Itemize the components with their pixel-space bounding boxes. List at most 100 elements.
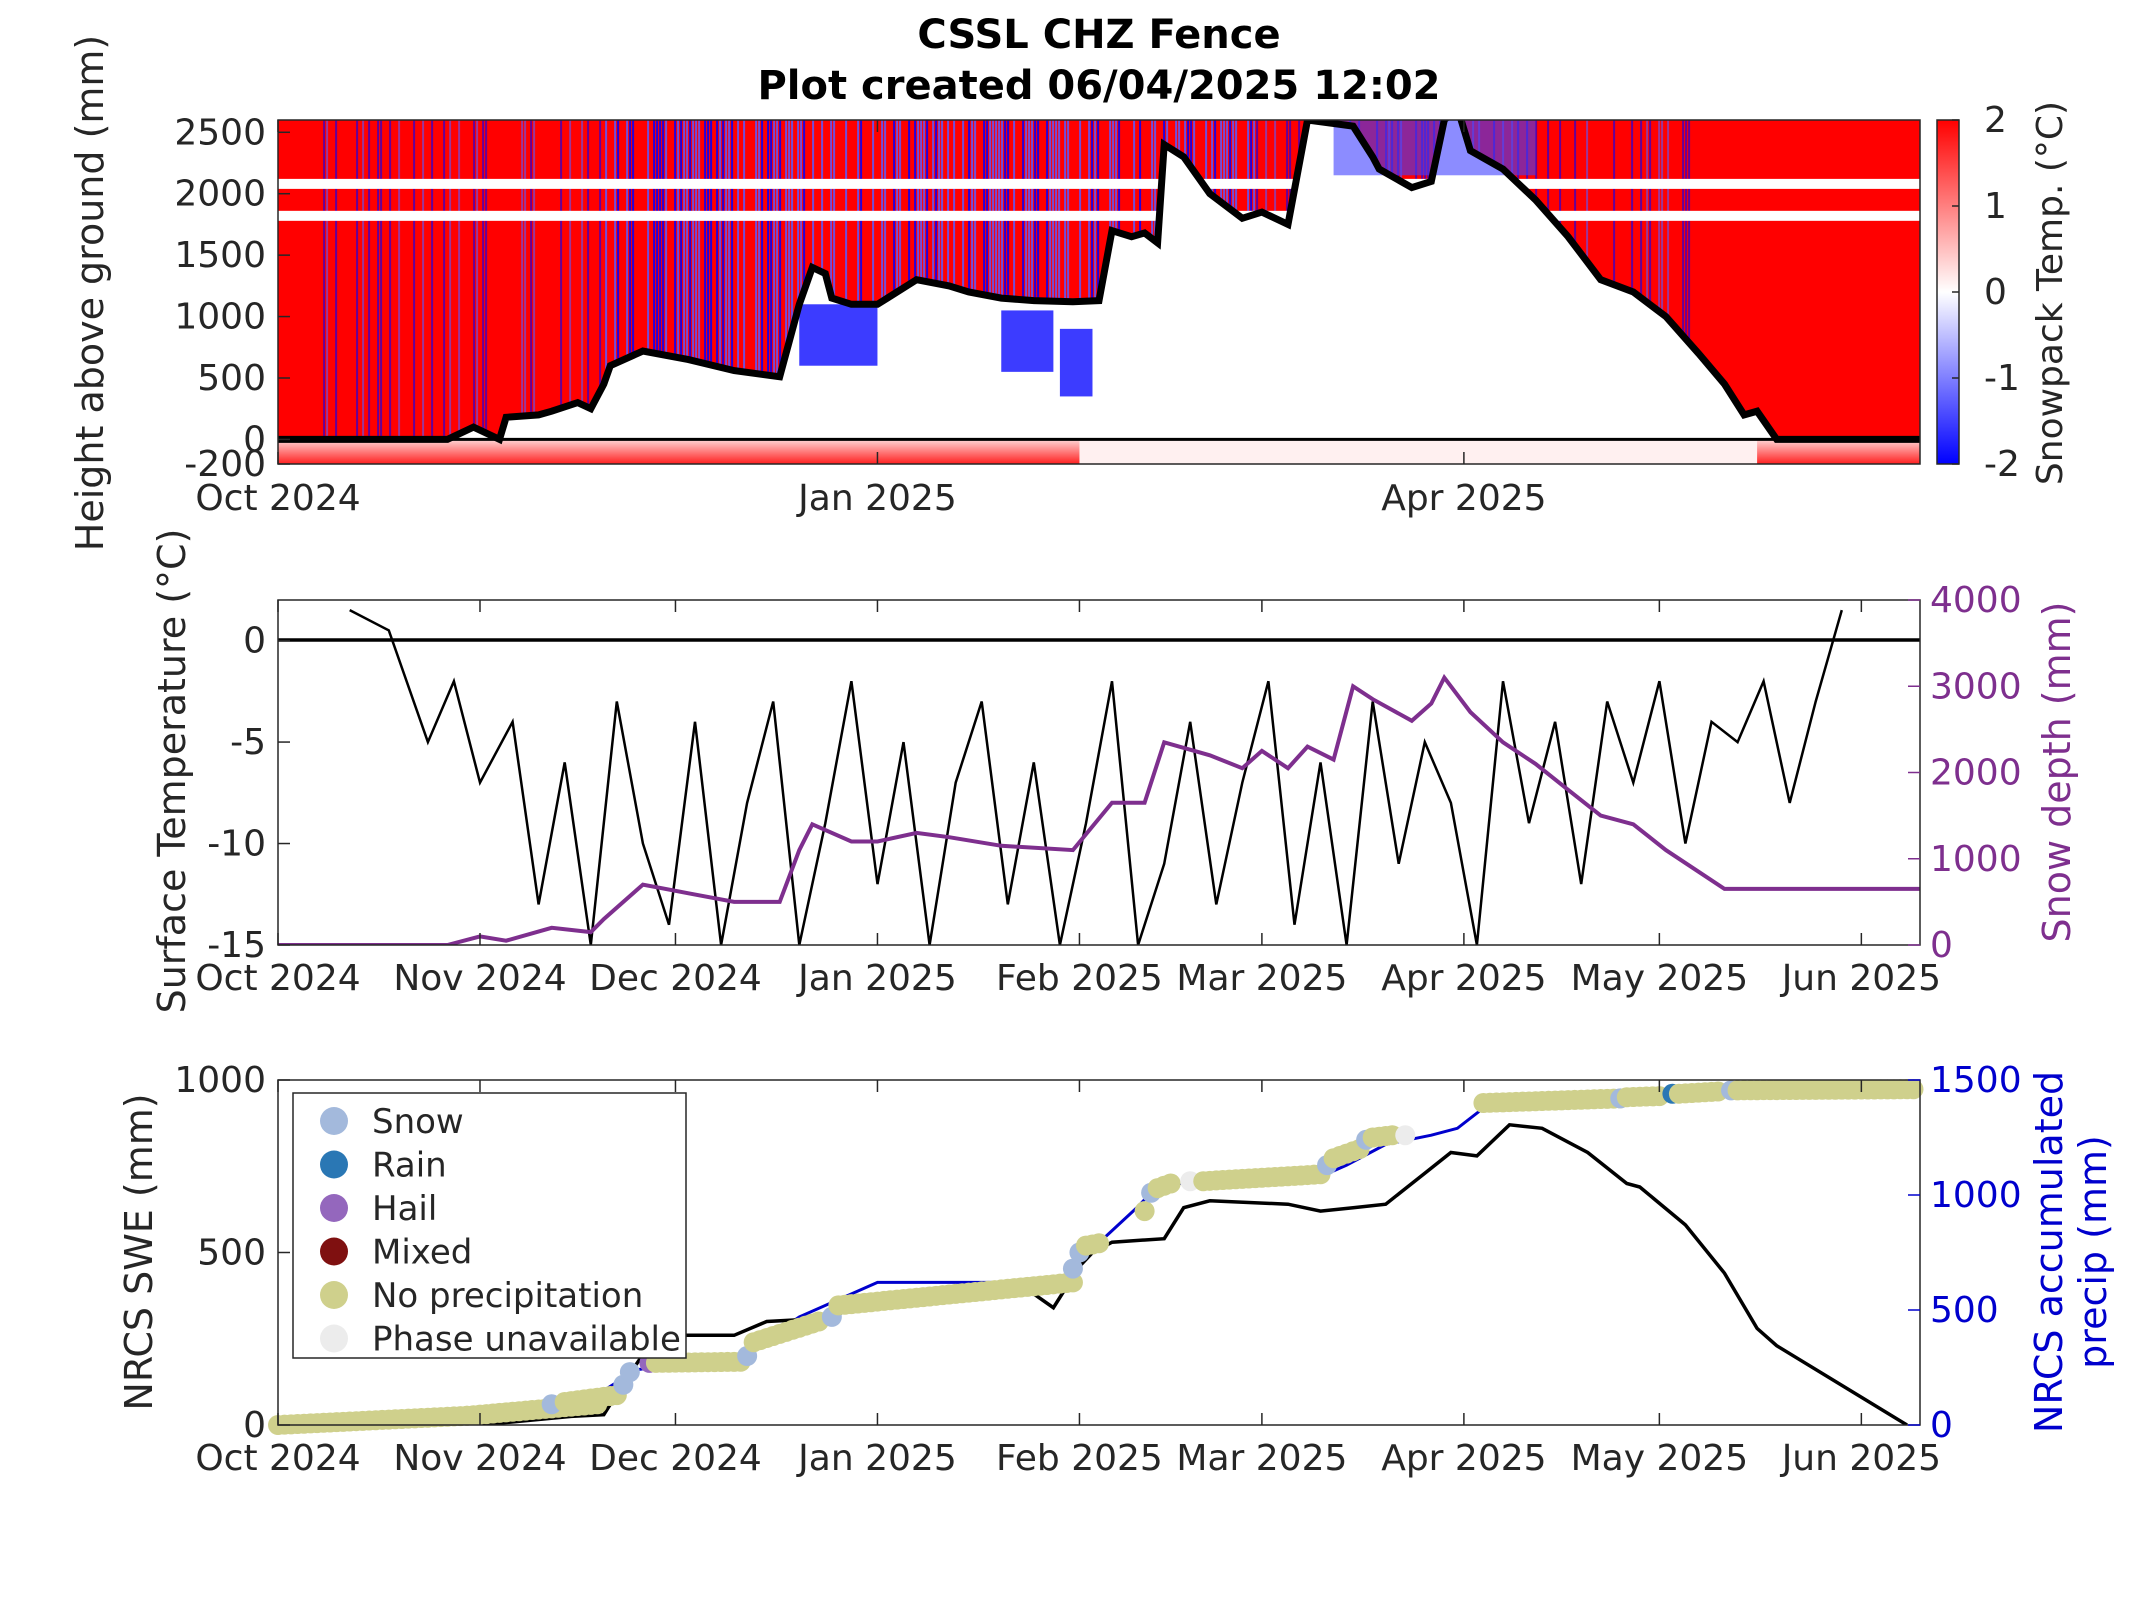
heatmap-cold-streak	[581, 120, 584, 450]
temperature-y-axis-label: Surface Temperature (°C)	[150, 529, 194, 1014]
heatmap-cold-streak	[473, 120, 476, 450]
heatmap-cold-streak	[989, 120, 992, 450]
legend-label: Phase unavailable	[372, 1320, 681, 1360]
heatmap-cold-band	[799, 304, 878, 366]
x-tick-label: Apr 2025	[1381, 958, 1546, 999]
precip-y-axis-label-line-1: NRCS accumulated	[2027, 1071, 2071, 1433]
heatmap-cold-streak	[968, 120, 971, 450]
heatmap-cold-streak	[758, 120, 761, 450]
heatmap-cold-streak	[683, 120, 686, 450]
x-tick-label: Jan 2025	[796, 958, 957, 999]
x-tick-label: May 2025	[1571, 1438, 1749, 1479]
heatmap-cold-streak	[725, 120, 728, 450]
heatmap-cold-streak	[998, 120, 1001, 450]
x-tick-label: Dec 2024	[589, 1438, 762, 1479]
heatmap-cold-streak	[674, 120, 677, 450]
heatmap-y-axis-label: Height above ground (mm)	[68, 35, 112, 552]
heatmap-cold-band	[1001, 310, 1054, 372]
heatmap-cold-streak	[1052, 120, 1055, 450]
heatmap-cold-streak	[605, 120, 608, 450]
heatmap-cold-streak	[1079, 120, 1082, 450]
heatmap-cold-streak	[710, 120, 713, 450]
heatmap-cold-streak	[884, 120, 887, 450]
heatmap-cold-streak	[482, 120, 485, 450]
y-tick-label: 1000	[174, 297, 266, 338]
snow-depth-y-axis-label: Snow depth (mm)	[2035, 602, 2079, 943]
legend-marker	[320, 1107, 348, 1135]
heatmap-cold-streak	[767, 120, 770, 450]
x-tick-label: Dec 2024	[589, 958, 762, 999]
precip-marker	[619, 1362, 640, 1383]
heatmap-cold-streak	[974, 120, 977, 450]
y2-tick-label: 4000	[1930, 580, 2022, 621]
heatmap-cold-streak	[788, 120, 791, 450]
legend-label: Snow	[372, 1102, 464, 1142]
heatmap-cold-streak	[719, 120, 722, 450]
heatmap-cold-streak	[1034, 120, 1037, 450]
colorbar-tick-label: -1	[1984, 358, 2020, 399]
heatmap-cold-streak	[377, 120, 380, 450]
heatmap-cold-streak	[1064, 120, 1067, 450]
y2-tick-label: 2000	[1930, 753, 2022, 794]
y2-tick-label: 1000	[1930, 839, 2022, 880]
heatmap-cold-streak	[659, 120, 662, 450]
x-tick-label: Jan 2025	[796, 1438, 957, 1479]
x-tick-label: Mar 2025	[1176, 958, 1347, 999]
heatmap-cold-streak	[1055, 120, 1058, 450]
heatmap-cold-streak	[647, 120, 650, 450]
precip-marker	[1062, 1258, 1083, 1279]
x-tick-label: Feb 2025	[996, 958, 1163, 999]
heatmap-cold-streak	[1007, 120, 1010, 450]
heatmap-ground-band-snowcovered	[1079, 439, 1758, 464]
temperature-y-ticks: -15 -10 -5 0	[207, 621, 290, 966]
x-tick-label: May 2025	[1571, 958, 1749, 999]
heatmap-cold-streak	[689, 120, 692, 450]
heatmap-cold-streak	[389, 120, 392, 450]
temperature-x-ticks: Oct 2024 Nov 2024 Dec 2024 Jan 2025 Feb 2025…	[195, 600, 1941, 999]
colorbar-tick-label: 0	[1984, 272, 2007, 313]
precip-y-axis-label-line-2: precip (mm)	[2071, 1135, 2115, 1369]
x-tick-label: Nov 2024	[393, 1438, 566, 1479]
swe-line	[278, 1122, 1908, 1425]
heatmap-cold-streak	[422, 120, 425, 450]
swe-x-ticks: Oct 2024 Nov 2024 Dec 2024 Jan 2025 Feb 2025…	[195, 1080, 1941, 1479]
legend-label: Rain	[372, 1146, 447, 1186]
heatmap-cold-streak	[680, 120, 683, 450]
snow-depth-y-ticks: 0 1000 2000 3000 4000	[1908, 580, 2022, 966]
heatmap-cold-streak	[692, 120, 695, 450]
y-tick-label: 0	[243, 1405, 266, 1446]
y-tick-label: 2500	[174, 112, 266, 153]
heatmap-cold-streak	[1685, 120, 1688, 450]
heatmap-cold-streak	[653, 120, 656, 450]
heatmap-cold-streak	[833, 120, 836, 450]
y-tick-label: 0	[243, 621, 266, 662]
swe-y-ticks: 0 500 1000	[174, 1060, 290, 1446]
y2-tick-label: 1500	[1930, 1060, 2022, 1101]
heatmap-cold-streak	[368, 120, 371, 450]
y-tick-label: -10	[207, 824, 266, 865]
heatmap-cold-streak	[761, 120, 764, 450]
heatmap-cold-streak	[560, 120, 563, 450]
heatmap-missing-row	[278, 210, 1920, 221]
heatmap-cold-streak	[773, 120, 776, 450]
heatmap-cold-streak	[776, 120, 779, 450]
heatmap-cold-streak	[992, 120, 995, 450]
precip-marker	[1134, 1201, 1155, 1222]
precip-marker	[1062, 1272, 1083, 1293]
heatmap-cold-streak	[398, 120, 401, 450]
x-tick-label: Oct 2024	[195, 958, 360, 999]
heatmap-cold-streak	[1649, 120, 1652, 450]
x-tick-label: Jan 2025	[796, 478, 957, 519]
heatmap-cold-streak	[755, 120, 758, 450]
heatmap-cold-streak	[449, 120, 452, 450]
heatmap-cold-streak	[443, 120, 446, 450]
y-tick-label: -5	[230, 722, 266, 763]
heatmap-cold-streak	[962, 120, 965, 450]
heatmap-cold-streak	[707, 120, 710, 450]
heatmap-cold-streak	[800, 120, 803, 450]
precip-y-ticks: 0 500 1000 1500	[1908, 1060, 2022, 1446]
heatmap-cold-streak	[476, 120, 479, 450]
heatmap-cold-streak	[533, 120, 536, 450]
heatmap-cold-streak	[893, 120, 896, 450]
